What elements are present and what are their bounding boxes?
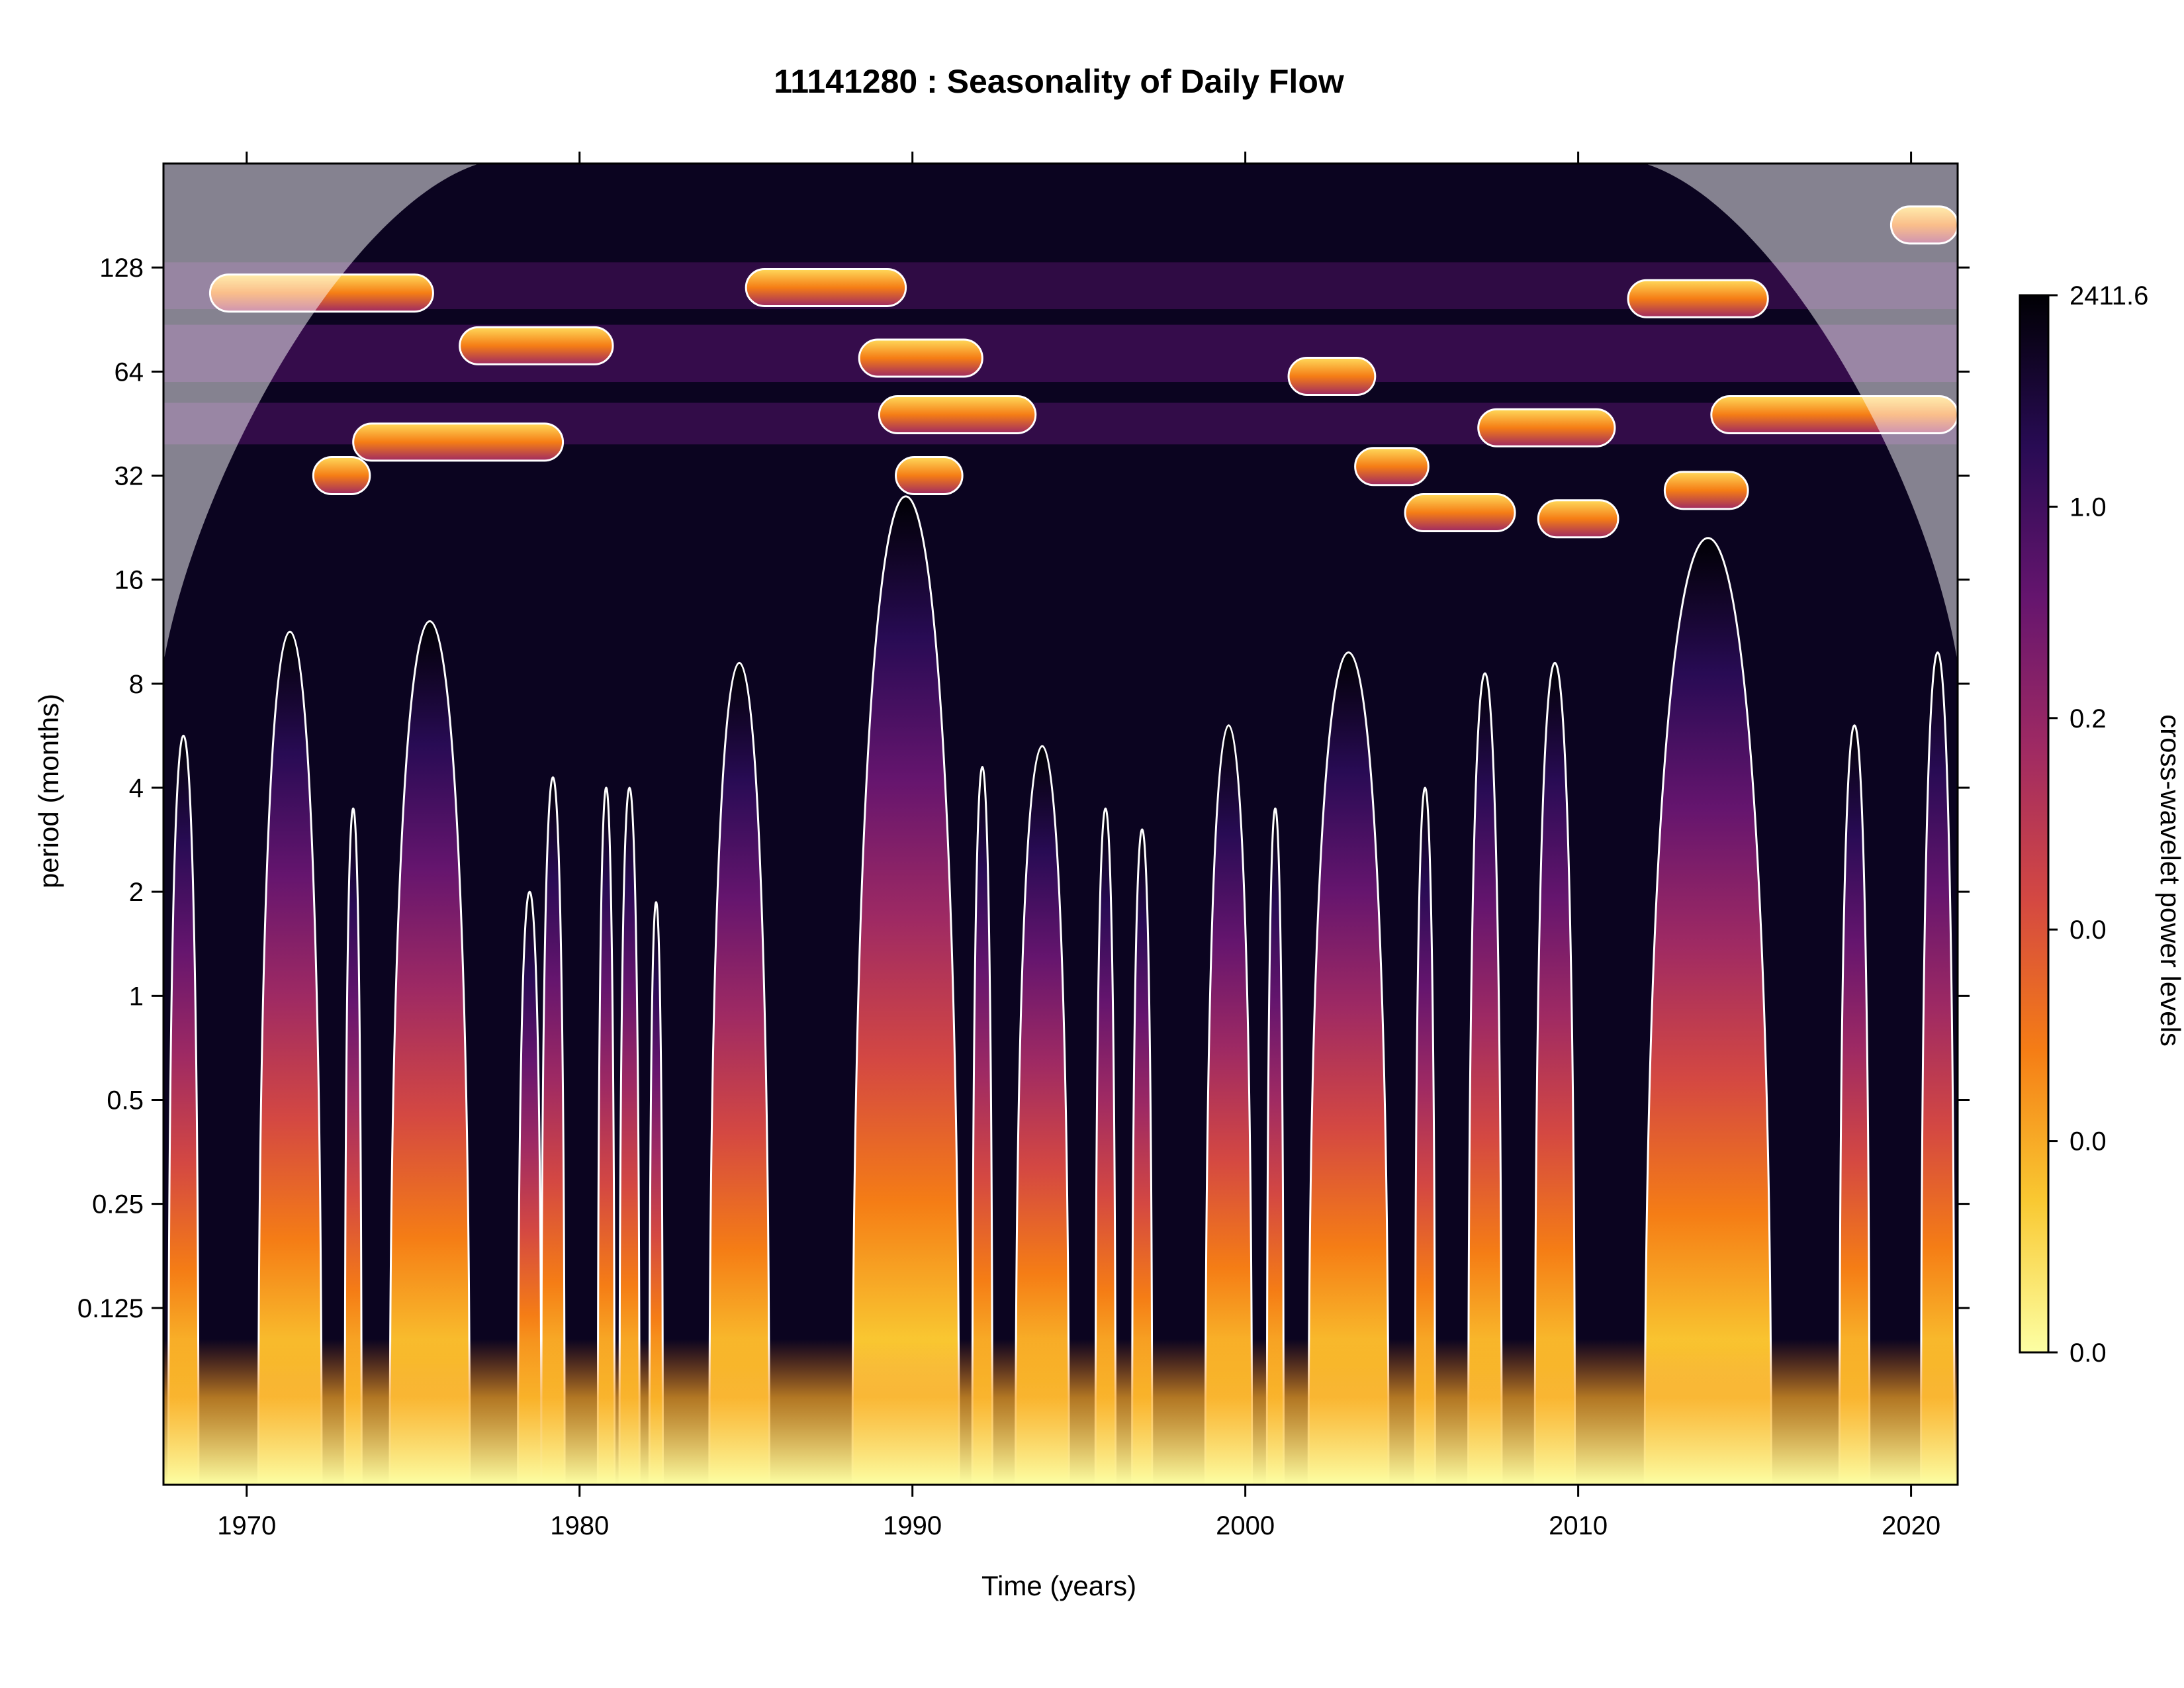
- power-burst: [1015, 746, 1069, 1485]
- x-tick-label: 1980: [550, 1511, 609, 1540]
- y-tick-label: 0.125: [77, 1294, 144, 1323]
- significance-contour: [971, 766, 993, 1485]
- power-burst: [972, 767, 993, 1485]
- y-axis: 0.125 0.25 0.5 1 2 4 8 16 32 64 128: [77, 254, 1970, 1323]
- significance-contour: [540, 776, 566, 1485]
- power-burst: [1205, 725, 1252, 1485]
- power-burst: [345, 808, 362, 1485]
- power-burst: [1095, 808, 1116, 1485]
- power-burst: [258, 632, 322, 1485]
- colorbar-gradient: [2019, 294, 2050, 1354]
- power-burst: [619, 787, 640, 1485]
- significance-contour: [1131, 828, 1154, 1485]
- significance-contour: [596, 786, 616, 1485]
- significant-region: [312, 455, 371, 495]
- significance-contour: [851, 495, 960, 1485]
- significance-contour: [388, 620, 471, 1485]
- y-tick-label: 0.25: [92, 1190, 144, 1219]
- significance-contour: [1265, 807, 1285, 1485]
- high-frequency-floor: [163, 1338, 1958, 1485]
- y-axis-label: period (months): [33, 694, 64, 888]
- power-burst: [1839, 725, 1870, 1485]
- y-tick-label: 8: [129, 670, 144, 699]
- significant-region: [1537, 499, 1619, 539]
- plot-area: [162, 162, 1959, 1486]
- significant-region: [1354, 447, 1430, 487]
- significance-contour: [1533, 661, 1576, 1485]
- significance-contour: [257, 630, 323, 1485]
- significance-contour: [1920, 651, 1956, 1485]
- x-tick-label: 1970: [217, 1511, 276, 1540]
- x-axis: 1970 1980 1990 2000 2010 2020: [217, 152, 1940, 1540]
- significance-contour: [167, 734, 200, 1485]
- power-burst: [1308, 652, 1388, 1485]
- y-tick-label: 0.5: [107, 1086, 144, 1115]
- cone-of-influence: [163, 164, 1958, 663]
- power-burst: [518, 892, 541, 1485]
- significance-contour: [1204, 724, 1253, 1485]
- x-tick-label: 2020: [1882, 1511, 1940, 1540]
- significant-region: [1404, 492, 1516, 532]
- colorbar-tick-label: 1.0: [2070, 492, 2107, 522]
- power-burst: [1535, 663, 1575, 1485]
- colorbar-label: cross-wavelet power levels: [2155, 714, 2184, 1047]
- significance-contour: [1094, 807, 1116, 1485]
- power-burst: [168, 735, 199, 1485]
- power-burst: [709, 663, 770, 1485]
- colorbar-tick-label: 2411.6: [2070, 281, 2148, 310]
- x-tick-label: 2010: [1549, 1511, 1608, 1540]
- plot-frame: [162, 162, 1959, 1486]
- power-burst: [390, 621, 470, 1485]
- significance-contour: [1643, 537, 1772, 1485]
- y-tick-label: 16: [114, 566, 144, 595]
- y-tick-label: 1: [129, 982, 144, 1011]
- power-burst: [1468, 673, 1502, 1485]
- significance-contour: [648, 901, 664, 1485]
- x-tick-label: 2000: [1216, 1511, 1275, 1540]
- power-burst: [598, 787, 615, 1485]
- colorbar-tick-label: 0.0: [2070, 1338, 2107, 1368]
- significance-contour: [1414, 786, 1436, 1485]
- power-burst: [852, 496, 960, 1485]
- significance-contour: [343, 807, 363, 1485]
- power-burst: [1415, 787, 1435, 1485]
- significant-region: [1287, 357, 1377, 397]
- significant-region: [858, 338, 983, 378]
- significance-contour: [1015, 745, 1070, 1485]
- significant-region: [745, 267, 907, 307]
- significance-contour: [618, 786, 641, 1485]
- power-burst: [541, 777, 565, 1485]
- colorbar-tick-label: 0.0: [2070, 1127, 2107, 1156]
- power-burst: [1132, 829, 1152, 1485]
- significant-region: [1663, 471, 1749, 510]
- significant-region: [1477, 408, 1616, 447]
- colorbar-tick-label: 0.2: [2070, 704, 2107, 733]
- significance-contour: [1307, 651, 1390, 1485]
- colorbar: 0.0 0.0 0.0 0.2 1.0 2411.6: [2019, 281, 2148, 1368]
- significant-region: [459, 326, 614, 365]
- significant-region: [1627, 279, 1769, 318]
- significant-region: [878, 395, 1037, 435]
- significance-contour: [517, 890, 543, 1485]
- y-tick-label: 32: [114, 461, 144, 491]
- chart-title: 11141280 : Seasonality of Daily Flow: [774, 63, 1344, 100]
- power-burst: [1267, 808, 1284, 1485]
- power-burst: [1645, 538, 1772, 1485]
- y-tick-label: 128: [99, 254, 144, 283]
- x-axis-label: Time (years): [981, 1570, 1136, 1601]
- y-tick-label: 2: [129, 878, 144, 907]
- low-frequency-band: [163, 324, 1958, 383]
- significant-region: [895, 455, 964, 495]
- significance-contour: [1467, 672, 1503, 1485]
- significance-contour: [1838, 724, 1871, 1485]
- x-tick-label: 1990: [883, 1511, 942, 1540]
- y-tick-label: 64: [114, 357, 144, 387]
- y-tick-label: 4: [129, 774, 144, 803]
- significance-contour: [708, 661, 770, 1485]
- significant-region: [352, 422, 565, 462]
- power-burst: [1921, 652, 1954, 1485]
- colorbar-tick-label: 0.0: [2070, 915, 2107, 945]
